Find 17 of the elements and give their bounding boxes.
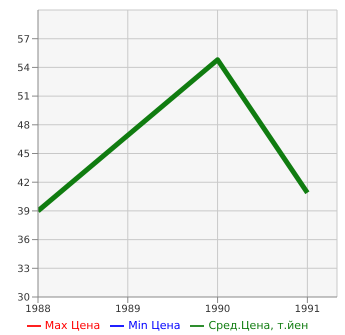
x-tick-label: 1988 [25,304,51,316]
y-tick-label: 33 [17,264,30,275]
y-tick-label: 57 [17,34,30,46]
y-tick-label: 39 [17,206,30,218]
y-tick-label: 42 [17,178,30,189]
x-tick-label: 1989 [115,304,141,316]
y-tick-label: 51 [17,92,30,103]
x-tick-label: 1990 [204,304,230,316]
legend-label: Max Цена [44,319,100,332]
x-tick-label: 1991 [294,304,320,316]
y-tick-label: 36 [17,235,30,246]
y-tick-label: 54 [17,62,30,74]
legend-label: Сред.Цена, т.йен [208,319,308,332]
y-tick-label: 30 [17,292,30,304]
y-tick-label: 48 [17,120,30,132]
y-tick-label: 45 [17,149,30,160]
legend-label: Min Цена [128,319,180,332]
